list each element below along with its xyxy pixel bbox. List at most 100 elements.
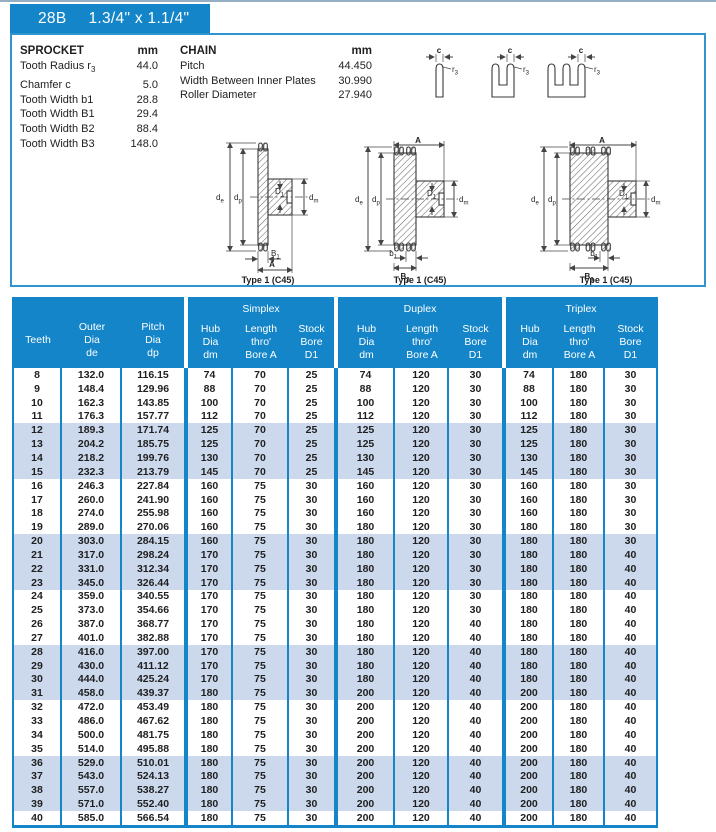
table-cell: 538.27	[136, 784, 170, 797]
table-cell: 32	[14, 700, 62, 715]
col-header-pitch-dia: Pitch Dia dp	[141, 320, 165, 359]
table-cell: 458.0	[62, 686, 122, 701]
svg-text:b1: b1	[389, 249, 397, 261]
table-cell: 75	[233, 534, 289, 548]
table-cell: 180	[338, 520, 395, 535]
col-header-outer-dia: Outer Dia de	[78, 320, 106, 359]
table-cell: 70	[233, 409, 289, 424]
table-cell: 30	[305, 507, 318, 520]
spec-label: Roller Diameter	[180, 89, 257, 102]
table-cell: 218.2	[62, 451, 122, 465]
col-header-simplex-hub-dia: Hub Dia dm	[200, 322, 221, 361]
table-cell: 180	[506, 644, 554, 659]
svg-text:dp: dp	[234, 193, 242, 205]
table-cell: 543.0	[62, 769, 122, 784]
table-group-separator	[334, 644, 338, 659]
table-cell: 510.01	[136, 756, 170, 769]
table-cell: 180	[506, 547, 554, 562]
table-cell: 35	[14, 741, 62, 756]
table-cell: 40	[469, 770, 482, 783]
table-cell: 143.85	[136, 396, 170, 409]
table-cell: 120	[395, 437, 449, 452]
table-group-separator	[334, 409, 338, 424]
table-cell: 112	[338, 409, 395, 424]
svg-text:dp: dp	[372, 195, 380, 207]
table-cell: 204.2	[62, 437, 122, 452]
table-cell: 160	[188, 492, 233, 507]
table-cell: 180	[338, 644, 395, 659]
table-cell: 120	[395, 603, 449, 618]
table-cell: 30	[624, 396, 637, 409]
table-cell: 200	[506, 769, 554, 784]
table-cell: 120	[395, 464, 449, 479]
table-group-separator	[334, 700, 338, 715]
table-cell: 30	[305, 604, 318, 617]
table-cell: 368.77	[136, 618, 170, 631]
spec-row: Tooth Width B2 88.4	[20, 122, 158, 137]
table-cell: 200	[338, 714, 395, 728]
table-cell: 180	[188, 769, 233, 784]
table-cell: 40	[624, 756, 637, 769]
table-row: 34 500.0 481.75 180 75 30 200 120 40 200 180 40	[14, 727, 656, 742]
table-cell: 180	[188, 714, 233, 728]
table-cell: 30	[469, 382, 482, 395]
table-group-separator	[502, 506, 506, 521]
table-group-separator	[184, 561, 188, 576]
table-group-separator	[184, 617, 188, 632]
table-group-separator	[334, 464, 338, 479]
table-cell: 145	[188, 464, 233, 479]
table-cell: 70	[233, 451, 289, 465]
table-cell: 425.24	[136, 673, 170, 686]
table-cell: 125	[338, 423, 395, 438]
table-cell: 180	[188, 686, 233, 701]
table-cell: 120	[395, 727, 449, 742]
table-cell: 180	[338, 617, 395, 632]
table-cell: 571.0	[62, 797, 122, 811]
table-cell: 26	[14, 617, 62, 632]
table-cell: 170	[188, 644, 233, 659]
table-cell: 170	[188, 603, 233, 618]
table-cell: 30	[469, 479, 482, 492]
table-cell: 130	[506, 451, 554, 465]
table-group-separator	[334, 395, 338, 410]
table-cell: 585.0	[62, 811, 122, 825]
table-group-separator	[502, 714, 506, 728]
table-cell: 180	[554, 534, 605, 548]
table-cell: 120	[395, 589, 449, 604]
table-cell: 160	[506, 478, 554, 493]
group-header-duplex: Duplex Hub Dia dm Length thro' Bore A St…	[338, 297, 502, 368]
table-cell: 30	[624, 479, 637, 492]
table-cell: 312.34	[136, 562, 170, 575]
table-cell: 130	[188, 451, 233, 465]
table-row: 27 401.0 382.88 170 75 30 180 120 40 180 180 40	[14, 631, 656, 645]
table-group-separator	[502, 451, 506, 465]
table-cell: 180	[554, 381, 605, 396]
table-group-separator	[184, 547, 188, 562]
sprocket-spec: SPROCKET mm Tooth Radius r3 44.0 Chamfer c…	[20, 44, 158, 152]
svg-text:dm: dm	[309, 193, 318, 205]
table-cell: 200	[506, 755, 554, 770]
table-cell: 284.15	[136, 535, 170, 548]
table-group-separator	[184, 672, 188, 687]
table-cell: 430.0	[62, 658, 122, 673]
table-cell: 75	[233, 727, 289, 742]
table-cell: 30	[305, 728, 318, 741]
spec-value: 148.0	[130, 137, 158, 150]
table-cell: 30	[305, 590, 318, 603]
table-group-separator	[502, 589, 506, 604]
table-cell: 75	[233, 520, 289, 535]
table-group-separator	[334, 714, 338, 728]
table-cell: 28	[14, 644, 62, 659]
table-cell: 180	[554, 617, 605, 632]
table-cell: 180	[554, 797, 605, 811]
table-cell: 23	[14, 575, 62, 590]
spec-value: 27.940	[338, 89, 372, 102]
table-row: 16 246.3 227.84 160 75 30 160 120 30 160 180 30	[14, 478, 656, 493]
table-cell: 30	[624, 382, 637, 395]
table-cell: 31	[14, 686, 62, 701]
svg-text:r3: r3	[452, 65, 459, 77]
table-cell: 40	[624, 811, 637, 824]
table-cell: 180	[338, 658, 395, 673]
table-cell: 75	[233, 644, 289, 659]
table-cell: 486.0	[62, 714, 122, 728]
